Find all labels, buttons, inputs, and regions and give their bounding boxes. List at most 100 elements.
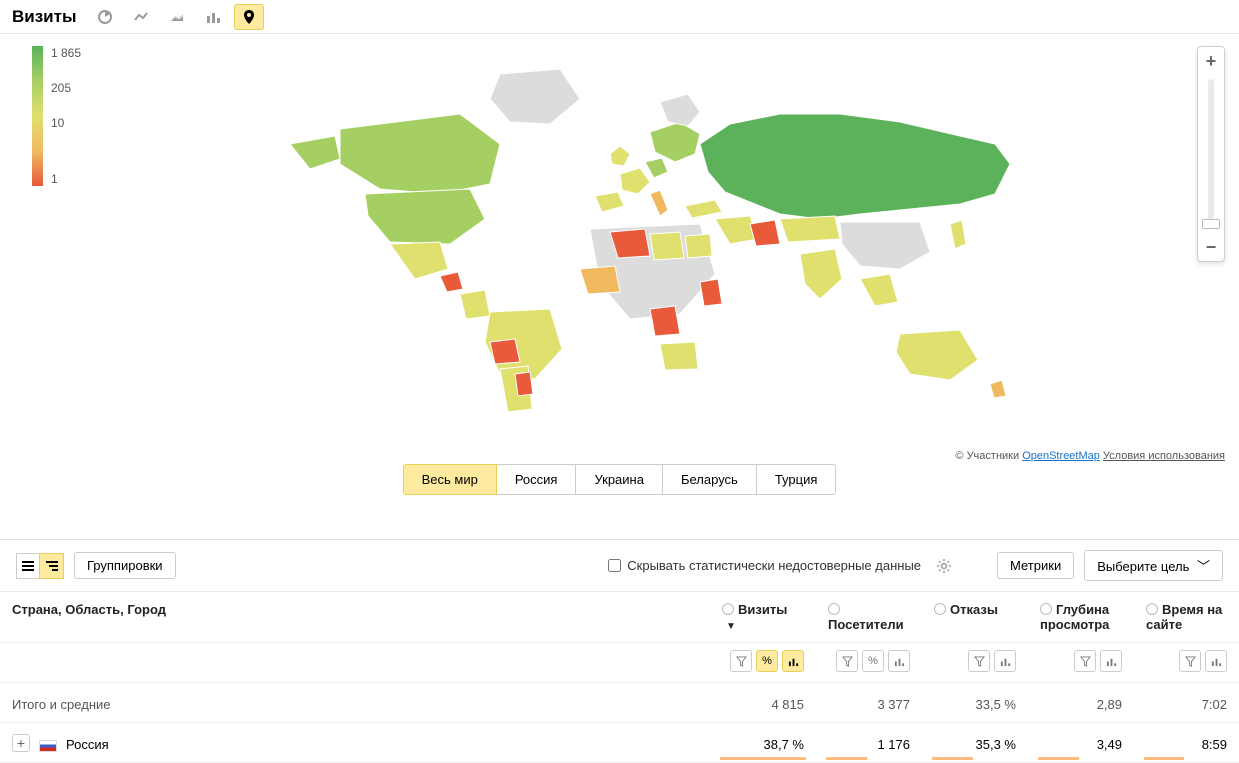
view-line-icon[interactable] — [126, 4, 156, 30]
filter-funnel-icon[interactable] — [730, 650, 752, 672]
percent-toggle-icon[interactable]: % — [756, 650, 778, 672]
view-bar-icon[interactable] — [198, 4, 228, 30]
map-region-italy[interactable] — [650, 190, 668, 216]
map-region-europe-n[interactable] — [650, 122, 700, 162]
totals-value: 4 815 — [710, 683, 816, 723]
page-title: Визиты — [12, 7, 76, 27]
view-area-icon[interactable] — [162, 4, 192, 30]
map-region-china[interactable] — [840, 222, 930, 269]
map-region-nz[interactable] — [990, 380, 1006, 398]
zoom-in-button[interactable]: + — [1198, 47, 1224, 75]
terms-link[interactable]: Условия использования — [1103, 450, 1225, 462]
region-tab[interactable]: Украина — [576, 464, 663, 495]
map-region-australia[interactable] — [896, 330, 978, 380]
view-map-icon[interactable] — [234, 4, 264, 30]
view-pie-icon[interactable] — [90, 4, 120, 30]
map-region-mexico[interactable] — [390, 242, 448, 279]
zoom-out-button[interactable]: − — [1198, 233, 1224, 261]
map-region-uk[interactable] — [610, 146, 630, 166]
region-tab[interactable]: Беларусь — [663, 464, 757, 495]
zoom-slider-handle[interactable] — [1202, 219, 1220, 229]
hide-insignificant-checkbox[interactable]: Скрывать статистически недостоверные дан… — [608, 558, 921, 573]
column-filters: % — [710, 643, 816, 683]
groupings-button[interactable]: Группировки — [74, 552, 176, 579]
map-region-canada[interactable] — [340, 114, 500, 194]
map-region-libya[interactable] — [650, 232, 684, 260]
legend-tick: 205 — [51, 81, 81, 95]
map-region-japan[interactable] — [950, 220, 966, 249]
map-region-egypt[interactable] — [685, 234, 712, 258]
value-bar — [720, 757, 806, 760]
map-region-iran[interactable] — [750, 220, 780, 246]
zoom-slider-track[interactable] — [1208, 79, 1214, 229]
settings-gear-icon[interactable] — [931, 553, 957, 579]
metric-header[interactable]: Время на сайте — [1134, 592, 1239, 643]
world-map[interactable] — [140, 44, 1100, 414]
hide-insignificant-input[interactable] — [608, 559, 621, 572]
data-table-panel: Группировки Скрывать статистически недос… — [0, 539, 1239, 763]
map-region-bolivia[interactable] — [490, 339, 520, 364]
region-tabs: Весь мирРоссияУкраинаБеларусьТурция — [0, 464, 1239, 509]
map-region-greenland[interactable] — [490, 69, 580, 124]
metric-value: 3,49 — [1028, 723, 1134, 763]
metrics-button[interactable]: Метрики — [997, 552, 1074, 579]
world-map-panel: 1 865 205 10 1 + − © Участники OpenStree… — [0, 34, 1239, 464]
legend-tick: 1 865 — [51, 46, 81, 60]
map-region-colombia[interactable] — [460, 290, 490, 319]
map-region-arg-s[interactable] — [515, 372, 533, 396]
map-region-usa[interactable] — [365, 189, 485, 244]
percent-toggle-icon[interactable]: % — [862, 650, 884, 672]
totals-label: Итого и средние — [0, 683, 710, 723]
bars-toggle-icon[interactable] — [888, 650, 910, 672]
column-filters — [1134, 643, 1239, 683]
map-region-se-asia[interactable] — [860, 274, 898, 306]
chevron-down-icon: ﹀ — [1197, 559, 1210, 574]
country-label: Россия — [66, 737, 109, 752]
data-grid: Страна, Область, Город Визиты ▼Посетител… — [0, 592, 1239, 763]
map-region-russia[interactable] — [700, 114, 1010, 219]
view-toolbar: Визиты — [0, 0, 1239, 34]
region-tab[interactable]: Весь мир — [403, 464, 497, 495]
table-row[interactable]: + Россия — [0, 723, 710, 763]
table-toolbar: Группировки Скрывать статистически недос… — [0, 540, 1239, 592]
expand-row-icon[interactable]: + — [12, 734, 30, 752]
map-region-w-africa[interactable] — [580, 266, 620, 294]
map-region-germany[interactable] — [645, 158, 668, 178]
bars-toggle-icon[interactable] — [782, 650, 804, 672]
filter-funnel-icon[interactable] — [1179, 650, 1201, 672]
map-region-spain[interactable] — [595, 192, 624, 212]
bars-toggle-icon[interactable] — [994, 650, 1016, 672]
map-attribution: © Участники OpenStreetMap Условия исполь… — [955, 450, 1225, 462]
region-tab[interactable]: Россия — [497, 464, 577, 495]
map-region-c-asia[interactable] — [780, 216, 840, 242]
map-region-alaska[interactable] — [290, 136, 340, 169]
map-region-turkey[interactable] — [685, 200, 722, 218]
value-bar — [932, 757, 973, 760]
map-region-scand-grey[interactable] — [660, 94, 700, 126]
osm-link[interactable]: OpenStreetMap — [1022, 450, 1100, 462]
metric-value: 8:59 — [1134, 723, 1239, 763]
metric-header[interactable]: Посетители — [816, 592, 922, 643]
metric-header[interactable]: Отказы — [922, 592, 1028, 643]
filter-funnel-icon[interactable] — [1074, 650, 1096, 672]
map-region-s-africa[interactable] — [660, 342, 698, 370]
bars-toggle-icon[interactable] — [1205, 650, 1227, 672]
filter-funnel-icon[interactable] — [836, 650, 858, 672]
bars-toggle-icon[interactable] — [1100, 650, 1122, 672]
hide-insignificant-label: Скрывать статистически недостоверные дан… — [627, 558, 921, 573]
map-region-angola[interactable] — [650, 306, 680, 336]
map-region-india[interactable] — [800, 249, 842, 299]
region-tab[interactable]: Турция — [757, 464, 837, 495]
metric-header[interactable]: Глубина просмотра — [1028, 592, 1134, 643]
filter-funnel-icon[interactable] — [968, 650, 990, 672]
value-bar — [1038, 757, 1079, 760]
map-region-c-america[interactable] — [440, 272, 463, 292]
tree-view-icon[interactable] — [40, 553, 64, 579]
column-filters — [922, 643, 1028, 683]
choose-goal-button[interactable]: Выберите цель ﹀ — [1084, 550, 1223, 581]
metric-header[interactable]: Визиты ▼ — [710, 592, 816, 643]
map-region-france[interactable] — [620, 168, 650, 194]
list-view-icon[interactable] — [16, 553, 40, 579]
map-zoom-controls: + − — [1197, 46, 1225, 262]
map-region-e-africa[interactable] — [700, 279, 722, 306]
